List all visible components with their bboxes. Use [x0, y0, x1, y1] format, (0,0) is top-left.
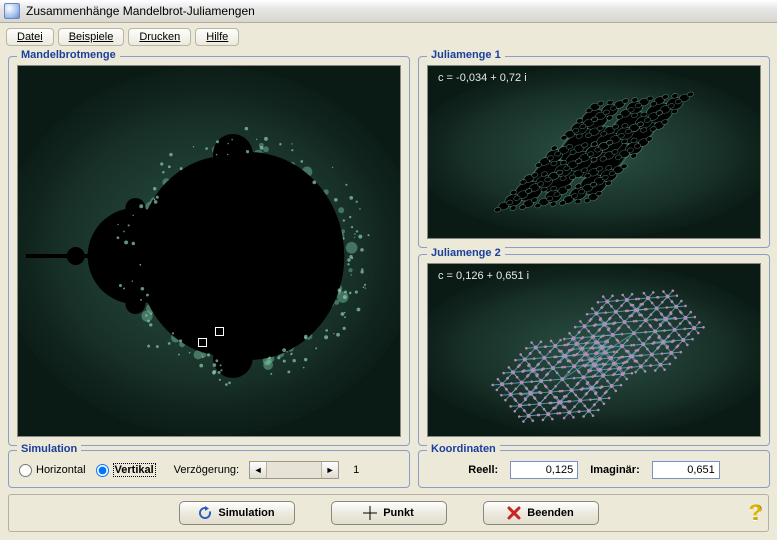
panel-julia2: Juliamenge 2 c = 0,126 + 0,651 i: [418, 254, 770, 446]
legend-simulation: Simulation: [17, 443, 81, 455]
menu-hilfe[interactable]: Hilfe: [195, 28, 239, 46]
help-icon[interactable]: ?: [749, 500, 762, 526]
panel-simulation: Simulation Horizontal Vertikal Verzögeru…: [8, 450, 410, 488]
legend-mandelbrot: Mandelbrotmenge: [17, 49, 120, 61]
panel-koordinaten: Koordinaten Reell: Imaginär:: [418, 450, 770, 488]
pick-marker-1[interactable]: [198, 338, 207, 347]
julia1-plot[interactable]: c = -0,034 + 0,72 i: [427, 65, 761, 239]
crosshair-icon: [363, 506, 377, 520]
imag-input[interactable]: [652, 461, 720, 479]
real-label: Reell:: [468, 464, 498, 476]
legend-julia2: Juliamenge 2: [427, 247, 505, 259]
panel-mandelbrot: Mandelbrotmenge: [8, 56, 410, 446]
radio-vertikal-label: Vertikal: [113, 463, 156, 477]
radio-vertikal-input[interactable]: [96, 464, 109, 477]
panel-julia1: Juliamenge 1 c = -0,034 + 0,72 i: [418, 56, 770, 248]
menu-datei[interactable]: Datei: [6, 28, 54, 46]
legend-koordinaten: Koordinaten: [427, 443, 500, 455]
simulation-button[interactable]: Simulation: [179, 501, 295, 525]
app-icon: [4, 3, 20, 19]
legend-julia1: Juliamenge 1: [427, 49, 505, 61]
radio-horizontal-input[interactable]: [19, 464, 32, 477]
beenden-button[interactable]: Beenden: [483, 501, 599, 525]
pick-marker-2[interactable]: [215, 327, 224, 336]
radio-vertikal[interactable]: Vertikal: [96, 463, 156, 477]
delay-track[interactable]: [267, 462, 321, 478]
radio-horizontal-label: Horizontal: [36, 464, 86, 476]
delay-scrollbar[interactable]: ◄ ►: [249, 461, 339, 479]
bottom-bar: Simulation Punkt Beenden ?: [8, 494, 769, 532]
radio-horizontal[interactable]: Horizontal: [19, 464, 86, 477]
imag-label: Imaginär:: [590, 464, 640, 476]
menu-drucken[interactable]: Drucken: [128, 28, 191, 46]
julia2-plot[interactable]: c = 0,126 + 0,651 i: [427, 263, 761, 437]
refresh-icon: [198, 506, 212, 520]
delay-value: 1: [353, 464, 359, 476]
delay-label: Verzögerung:: [174, 464, 239, 476]
menu-beispiele[interactable]: Beispiele: [58, 28, 125, 46]
titlebar: Zusammenhänge Mandelbrot-Juliamengen: [0, 0, 777, 23]
punkt-button-label: Punkt: [383, 507, 414, 519]
mandelbrot-plot[interactable]: [17, 65, 401, 437]
real-input[interactable]: [510, 461, 578, 479]
delay-left-arrow-icon[interactable]: ◄: [250, 462, 267, 478]
delay-right-arrow-icon[interactable]: ►: [321, 462, 338, 478]
simulation-button-label: Simulation: [218, 507, 274, 519]
window-title: Zusammenhänge Mandelbrot-Juliamengen: [26, 4, 255, 18]
punkt-button[interactable]: Punkt: [331, 501, 447, 525]
close-icon: [507, 506, 521, 520]
beenden-button-label: Beenden: [527, 507, 573, 519]
